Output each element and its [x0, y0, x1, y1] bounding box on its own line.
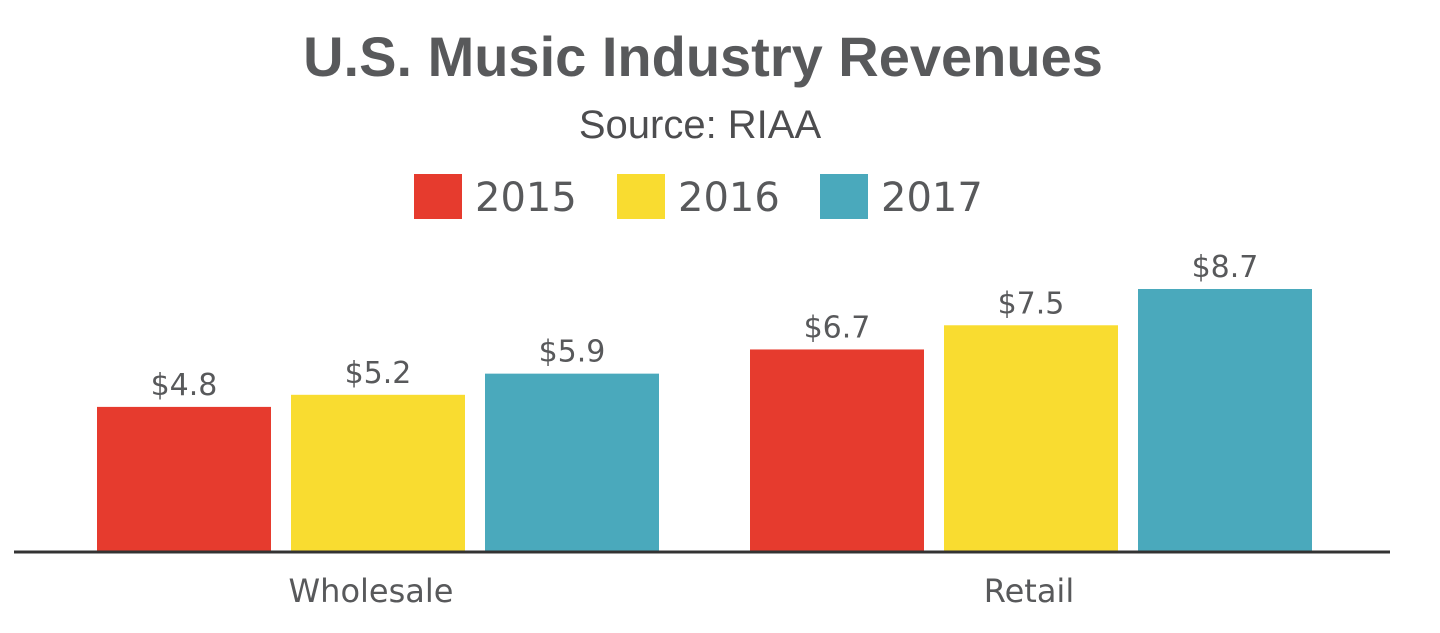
- legend-swatch-2015: [414, 174, 462, 219]
- legend-label-2016: 2016: [678, 175, 780, 221]
- legend-label-2017: 2017: [881, 175, 983, 221]
- bars-group: [97, 289, 1312, 552]
- legend-label-2015: 2015: [475, 175, 577, 221]
- category-label-retail: Retail: [984, 572, 1074, 610]
- bar-retail-2015: [750, 349, 924, 552]
- value-label-wholesale-2016: $5.2: [345, 356, 412, 391]
- legend: 2015 2016 2017: [414, 174, 983, 221]
- category-label-wholesale: Wholesale: [289, 572, 454, 610]
- value-label-retail-2016: $7.5: [998, 286, 1065, 321]
- bar-retail-2016: [944, 325, 1118, 552]
- value-label-retail-2015: $6.7: [804, 310, 871, 345]
- bar-wholesale-2017: [485, 373, 659, 552]
- legend-swatch-2017: [820, 174, 868, 219]
- category-labels-group: Wholesale Retail: [289, 572, 1075, 610]
- chart-title: U.S. Music Industry Revenues: [303, 25, 1103, 88]
- value-label-wholesale-2015: $4.8: [151, 368, 218, 403]
- bar-wholesale-2015: [97, 406, 271, 552]
- legend-swatch-2016: [617, 174, 665, 219]
- bar-retail-2017: [1138, 289, 1312, 552]
- bar-wholesale-2016: [291, 394, 465, 552]
- value-label-retail-2017: $8.7: [1192, 250, 1259, 285]
- chart-subtitle: Source: RIAA: [579, 103, 822, 147]
- value-labels-group: $4.8 $5.2 $5.9 $6.7 $7.5 $8.7: [151, 250, 1259, 403]
- value-label-wholesale-2017: $5.9: [539, 335, 606, 370]
